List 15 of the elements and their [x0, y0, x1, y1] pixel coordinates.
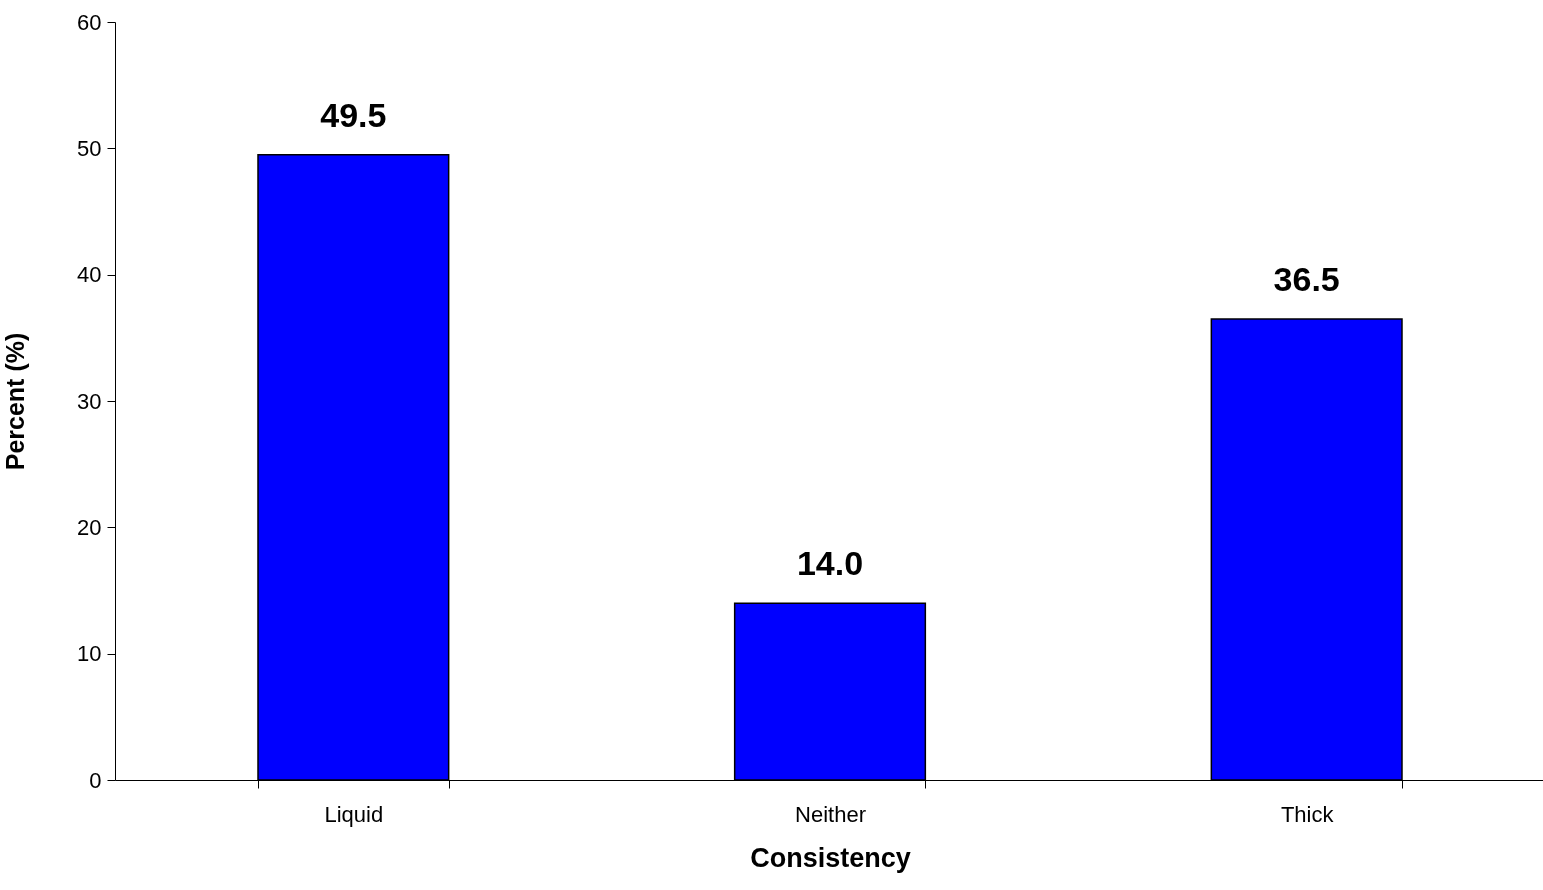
data-label: 49.5 [320, 95, 387, 134]
data-label: 36.5 [1273, 259, 1340, 298]
x-axis-title: Consistency [750, 842, 911, 873]
x-tick-label: Liquid [324, 801, 384, 827]
x-tick-label: Thick [1280, 801, 1335, 827]
y-tick-label: 0 [89, 767, 102, 793]
y-tick-label: 10 [77, 641, 102, 667]
y-tick-label: 20 [77, 514, 102, 540]
y-tick-label: 40 [77, 262, 102, 288]
y-tick-label: 60 [77, 9, 102, 35]
y-tick-label: 30 [77, 388, 102, 414]
y-axis-title: Percent (%) [1, 332, 30, 471]
data-label: 14.0 [796, 544, 864, 583]
x-tick-label: Neither [795, 801, 866, 827]
y-tick-label: 50 [77, 135, 102, 161]
